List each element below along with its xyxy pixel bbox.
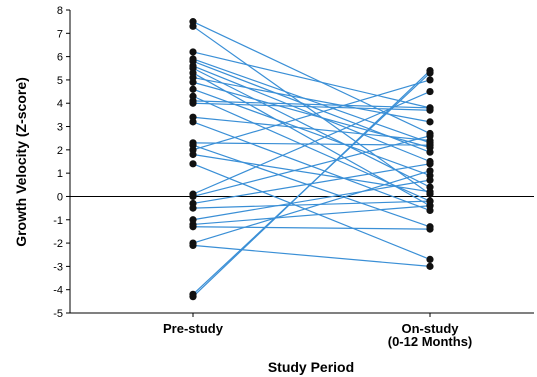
subject-line	[192, 77, 431, 123]
y-tick-label: 2	[57, 145, 63, 157]
subject-line	[192, 79, 431, 151]
y-tick-label: 4	[57, 98, 63, 110]
on-study-point	[426, 132, 434, 140]
pre-study-point	[189, 99, 197, 107]
y-tick-label: 1	[57, 168, 63, 180]
subject-line	[192, 144, 431, 228]
subject-line	[192, 153, 431, 193]
y-tick-label: 7	[57, 28, 63, 40]
subject-line	[192, 142, 431, 146]
on-study-point	[426, 225, 434, 233]
on-study-point	[426, 202, 434, 210]
subject-line	[192, 70, 431, 298]
subject-line	[192, 135, 431, 198]
subject-line	[192, 25, 431, 195]
y-tick-label: -1	[53, 215, 63, 227]
y-tick-label: 3	[57, 122, 63, 134]
pre-study-point	[189, 118, 197, 126]
on-study-point	[426, 255, 434, 263]
x-category-label: On-study	[401, 321, 459, 336]
subject-line	[192, 170, 431, 244]
pre-study-point	[189, 160, 197, 168]
pre-study-point	[189, 150, 197, 159]
subject-line	[192, 51, 431, 109]
pre-study-point	[189, 22, 197, 30]
x-category-label: (0-12 Months)	[388, 334, 473, 349]
pre-study-point	[189, 85, 197, 93]
y-tick-label: -4	[53, 285, 63, 297]
x-category-label: Pre-study	[163, 321, 224, 336]
subject-line	[192, 205, 431, 226]
plot-frame	[69, 10, 534, 314]
on-study-point	[426, 141, 434, 149]
pre-study-point	[189, 204, 197, 212]
subject-line	[192, 88, 431, 177]
on-study-point	[426, 118, 434, 126]
on-study-point	[426, 106, 434, 114]
y-tick-label: -2	[53, 238, 63, 250]
y-tick-label: 0	[57, 191, 63, 203]
pre-study-point	[189, 223, 197, 231]
y-tick-label: 8	[57, 5, 63, 17]
on-study-point	[426, 262, 434, 270]
subject-line	[192, 95, 431, 202]
subject-line	[192, 67, 431, 188]
x-axis-ticks: Pre-study On-study(0-12 Months)	[163, 313, 472, 349]
pre-study-point	[189, 78, 197, 86]
on-study-point	[426, 160, 434, 168]
pre-study-point	[189, 293, 197, 301]
subject-line	[192, 21, 431, 135]
y-axis-title: Growth Velocity (Z-score)	[13, 77, 29, 247]
on-study-point	[426, 76, 434, 84]
subject-line	[192, 226, 431, 230]
on-study-point	[426, 176, 434, 184]
y-axis-ticks: -5 -4 -3 -2 -1 0 1 2 3 4 5 6 7 8	[53, 5, 70, 320]
y-tick-label: 6	[57, 52, 63, 64]
y-tick-label: 5	[57, 75, 63, 87]
paired-lines	[192, 21, 431, 298]
pre-study-point	[189, 192, 197, 201]
subject-line	[192, 179, 431, 221]
subject-line	[192, 100, 431, 109]
y-tick-label: -5	[53, 308, 63, 320]
pre-study-point	[189, 48, 197, 56]
subject-line	[192, 116, 431, 142]
data-points	[189, 18, 434, 301]
subject-line	[192, 58, 431, 144]
on-study-point	[426, 188, 434, 196]
on-study-point	[426, 167, 434, 175]
subject-line	[192, 200, 431, 209]
subject-line	[192, 244, 431, 267]
pre-study-point	[189, 241, 197, 250]
x-axis-title: Study Period	[268, 359, 354, 375]
on-study-point	[426, 87, 434, 96]
on-study-point	[426, 67, 434, 75]
y-tick-label: -3	[53, 261, 63, 273]
subject-line	[192, 163, 431, 260]
